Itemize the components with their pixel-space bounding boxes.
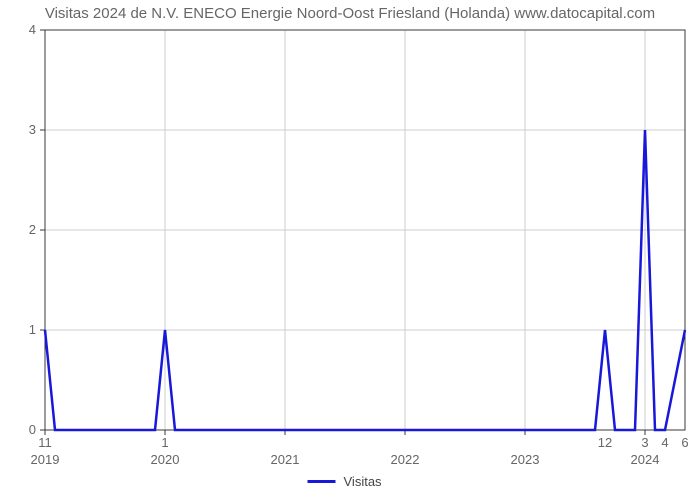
y-tick-label: 2 [29,222,36,237]
x-point-label: 11 [38,435,52,450]
chart-title: Visitas 2024 de N.V. ENECO Energie Noord… [45,5,655,22]
x-year-label: 2021 [271,452,300,467]
legend-label: Visitas [344,474,383,489]
x-point-label: 1 [161,435,168,450]
x-point-label: 4 [661,435,668,450]
visits-line-chart: Visitas 2024 de N.V. ENECO Energie Noord… [0,0,700,500]
x-point-label: 3 [641,435,648,450]
y-tick-label: 4 [29,22,36,37]
x-year-label: 2022 [391,452,420,467]
x-year-label: 2023 [511,452,540,467]
x-year-label: 2024 [631,452,660,467]
x-point-label: 12 [598,435,612,450]
x-year-label: 2019 [31,452,60,467]
y-tick-label: 3 [29,122,36,137]
y-tick-label: 1 [29,322,36,337]
legend: Visitas [308,474,383,489]
x-year-label: 2020 [151,452,180,467]
x-point-label: 6 [681,435,688,450]
legend-swatch [308,480,336,483]
y-tick-label: 0 [29,422,36,437]
